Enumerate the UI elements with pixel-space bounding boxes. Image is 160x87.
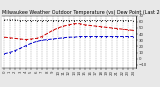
Text: Milwaukee Weather Outdoor Temperature (vs) Dew Point (Last 24 Hours): Milwaukee Weather Outdoor Temperature (v… (2, 10, 160, 15)
